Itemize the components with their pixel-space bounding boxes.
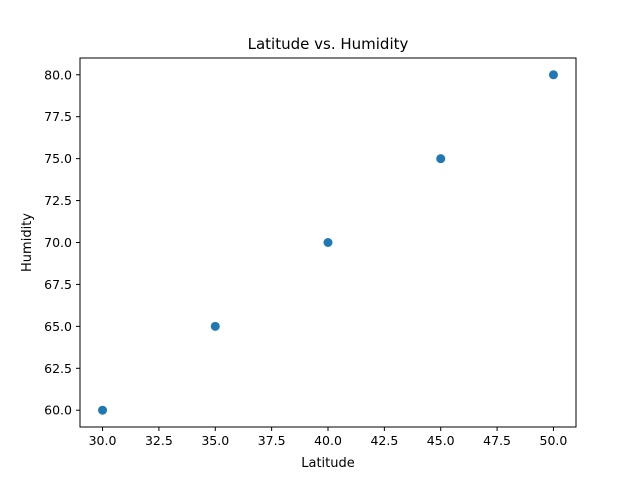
x-axis: 30.0 32.5 35.0 37.5 40.0 42.5 45.0 47.5 50.0 xyxy=(89,427,568,448)
y-axis-label: Humidity xyxy=(20,213,35,272)
x-tick-label: 30.0 xyxy=(89,433,117,448)
y-tick-label: 67.5 xyxy=(44,277,72,292)
y-tick-label: 65.0 xyxy=(44,319,72,334)
data-point xyxy=(323,238,333,247)
scatter-points xyxy=(98,70,558,415)
y-tick-label: 62.5 xyxy=(44,361,72,376)
chart-title: Latitude vs. Humidity xyxy=(248,35,409,53)
y-axis: 60.0 62.5 65.0 67.5 70.0 72.5 75.0 77.5 80.0 xyxy=(44,67,80,418)
x-tick-label: 35.0 xyxy=(201,433,229,448)
data-point xyxy=(548,70,558,80)
x-tick-label: 50.0 xyxy=(540,433,568,448)
data-point xyxy=(436,154,446,164)
x-tick-label: 47.5 xyxy=(483,433,511,448)
plot-area-frame xyxy=(79,57,577,428)
data-point xyxy=(210,321,220,331)
data-point xyxy=(98,405,108,415)
x-tick-label: 32.5 xyxy=(145,433,173,448)
x-tick-label: 40.0 xyxy=(314,433,342,448)
x-tick-label: 37.5 xyxy=(258,433,286,448)
y-tick-label: 77.5 xyxy=(44,109,72,124)
y-tick-label: 70.0 xyxy=(44,235,72,250)
y-tick-label: 72.5 xyxy=(44,193,72,208)
x-tick-label: 45.0 xyxy=(427,433,455,448)
x-axis-label: Latitude xyxy=(301,456,355,471)
x-tick-label: 42.5 xyxy=(370,433,398,448)
y-tick-label: 75.0 xyxy=(44,151,72,166)
y-tick-label: 80.0 xyxy=(44,67,72,82)
y-tick-label: 60.0 xyxy=(44,403,72,418)
